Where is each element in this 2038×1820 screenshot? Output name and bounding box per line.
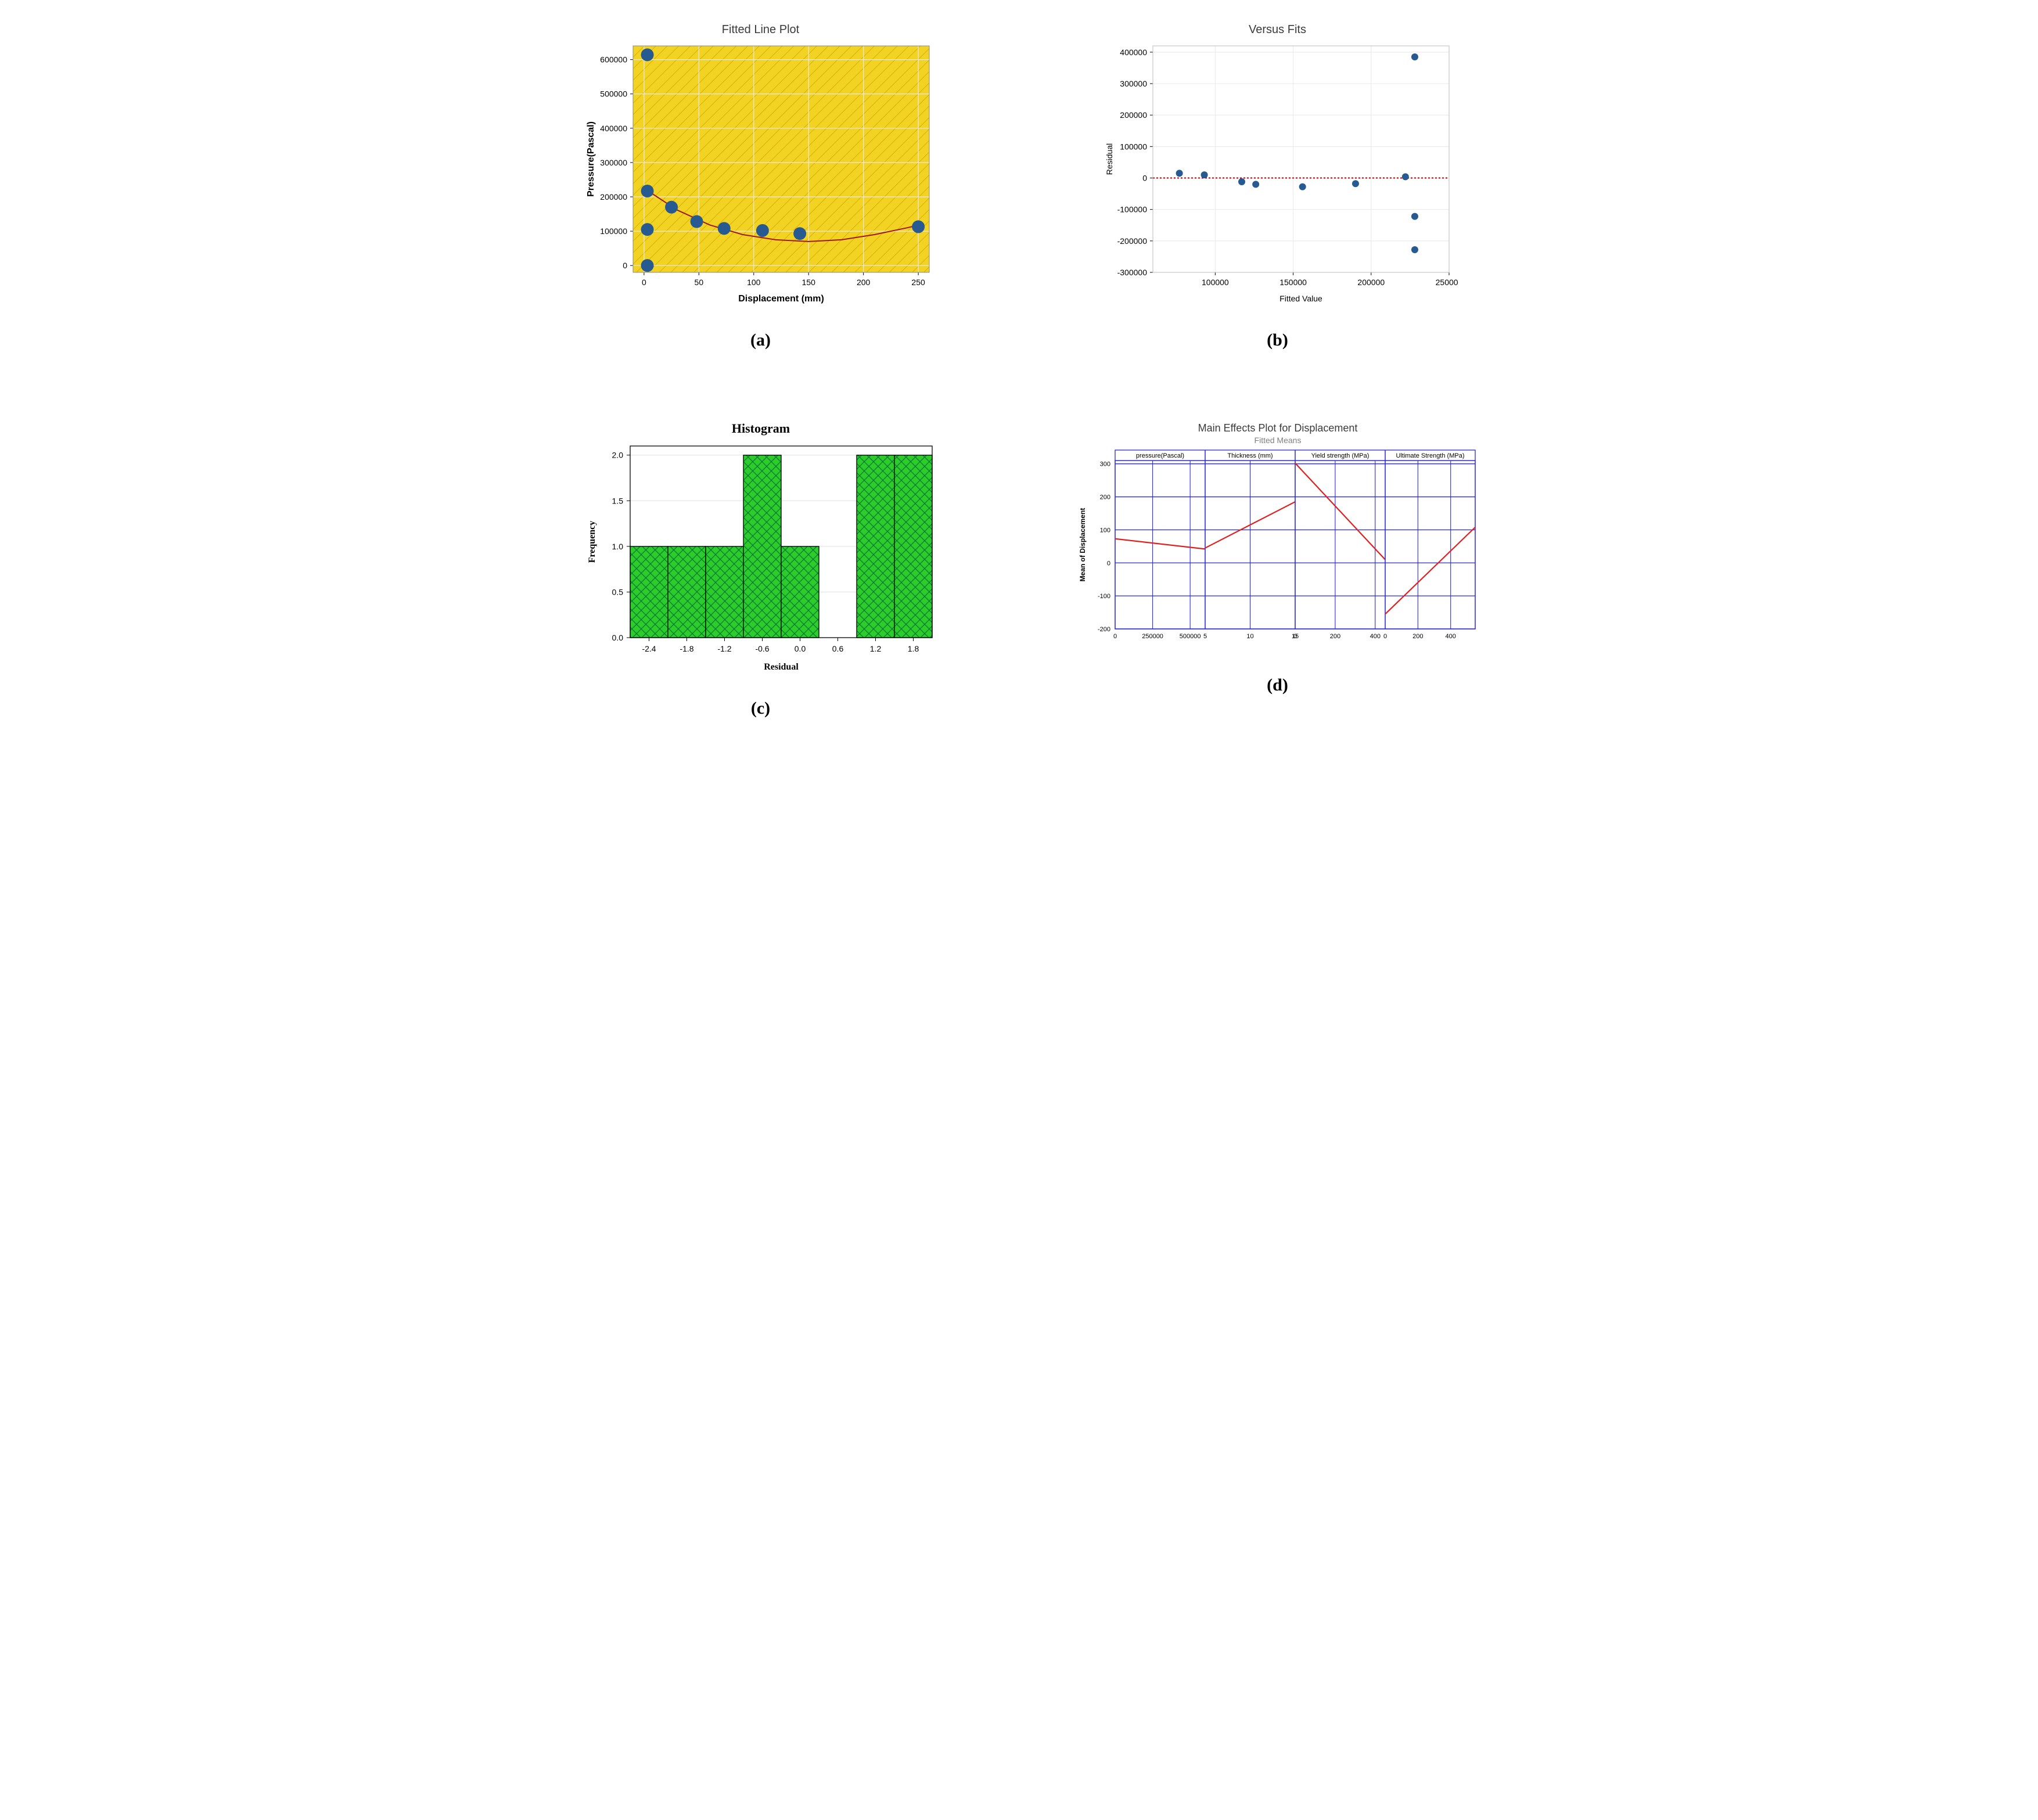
fitted-line-plot: 0 50 100 150 200 250 0 100000 200000 300000 400000… xyxy=(581,40,941,307)
svg-text:150000: 150000 xyxy=(1279,278,1307,287)
svg-text:0.0: 0.0 xyxy=(794,644,806,653)
svg-text:300000: 300000 xyxy=(600,158,627,167)
svg-text:Ultimate Strength (MPa): Ultimate Strength (MPa) xyxy=(1396,452,1464,459)
svg-text:1.2: 1.2 xyxy=(869,644,881,653)
svg-text:250000: 250000 xyxy=(1142,633,1163,640)
svg-text:400: 400 xyxy=(1445,633,1455,640)
svg-text:100000: 100000 xyxy=(1120,142,1147,151)
svg-text:-200: -200 xyxy=(1097,626,1110,633)
svg-text:2.0: 2.0 xyxy=(612,451,623,460)
svg-text:1.0: 1.0 xyxy=(612,542,623,551)
svg-text:100: 100 xyxy=(1099,527,1110,534)
svg-text:Frequency: Frequency xyxy=(587,521,597,563)
svg-text:-100: -100 xyxy=(1097,593,1110,600)
svg-text:0: 0 xyxy=(1383,633,1386,640)
svg-text:200: 200 xyxy=(1412,633,1423,640)
svg-text:200000: 200000 xyxy=(600,192,627,202)
label-d: (d) xyxy=(1267,675,1288,695)
svg-text:0.0: 0.0 xyxy=(612,633,623,642)
svg-text:Thickness (mm): Thickness (mm) xyxy=(1227,452,1273,459)
panel-a: Fitted Line Plot 0 50 100 150 200 250 0 100000 2… xyxy=(526,23,996,350)
svg-text:0: 0 xyxy=(1293,633,1296,640)
svg-text:Yield strength (MPa): Yield strength (MPa) xyxy=(1311,452,1369,459)
svg-text:0: 0 xyxy=(623,261,627,270)
label-b: (b) xyxy=(1267,330,1288,350)
svg-text:50: 50 xyxy=(694,278,703,287)
svg-text:Fitted Means: Fitted Means xyxy=(1254,436,1301,445)
panel-c: Histogram -2.4 -1.8 -1.2 -0.6 0.0 0.6 1.2 1.8 0.0… xyxy=(526,420,996,718)
svg-text:Histogram: Histogram xyxy=(731,421,789,436)
svg-text:0.6: 0.6 xyxy=(832,644,843,653)
svg-text:Residual: Residual xyxy=(764,662,799,672)
svg-text:400000: 400000 xyxy=(1120,48,1147,57)
svg-text:10: 10 xyxy=(1246,633,1253,640)
svg-text:Main Effects Plot for Displace: Main Effects Plot for Displacement xyxy=(1198,422,1357,434)
svg-text:0: 0 xyxy=(1142,174,1147,183)
svg-text:200: 200 xyxy=(1099,494,1110,501)
svg-text:Pressure(Pascal): Pressure(Pascal) xyxy=(586,121,596,197)
svg-text:400: 400 xyxy=(1370,633,1380,640)
main-effects-plot: Main Effects Plot for Displacement Fitted… xyxy=(1074,420,1481,652)
svg-text:300: 300 xyxy=(1099,461,1110,468)
chart-b-title: Versus Fits xyxy=(1249,23,1306,37)
svg-text:200: 200 xyxy=(856,278,870,287)
svg-text:0.5: 0.5 xyxy=(612,587,623,596)
panel-d: Main Effects Plot for Displacement Fitted… xyxy=(1043,420,1513,718)
svg-text:0: 0 xyxy=(641,278,646,287)
svg-text:600000: 600000 xyxy=(600,55,627,64)
svg-text:200000: 200000 xyxy=(1120,110,1147,120)
svg-text:200000: 200000 xyxy=(1357,278,1385,287)
svg-text:200: 200 xyxy=(1329,633,1340,640)
svg-text:pressure(Pascal): pressure(Pascal) xyxy=(1135,452,1184,459)
svg-text:-300000: -300000 xyxy=(1117,268,1147,277)
svg-text:0: 0 xyxy=(1106,560,1110,567)
svg-text:250: 250 xyxy=(911,278,925,287)
svg-text:1.5: 1.5 xyxy=(612,496,623,505)
chart-a-title: Fitted Line Plot xyxy=(722,23,799,37)
svg-text:-1.8: -1.8 xyxy=(680,644,693,653)
svg-text:Displacement (mm): Displacement (mm) xyxy=(738,294,824,304)
svg-text:Fitted Value: Fitted Value xyxy=(1279,294,1322,303)
svg-text:-0.6: -0.6 xyxy=(755,644,769,653)
svg-text:-2.4: -2.4 xyxy=(642,644,656,653)
svg-text:Mean of Displacement: Mean of Displacement xyxy=(1079,508,1087,582)
svg-text:400000: 400000 xyxy=(600,124,627,133)
versus-fits-plot: 100000 150000 200000 250000 -300000 -200000 -1… xyxy=(1098,40,1458,307)
svg-text:1.8: 1.8 xyxy=(907,644,919,653)
svg-text:0: 0 xyxy=(1113,633,1116,640)
svg-text:100000: 100000 xyxy=(600,226,627,236)
svg-text:250000: 250000 xyxy=(1435,278,1457,287)
svg-text:100000: 100000 xyxy=(1202,278,1229,287)
panel-b: Versus Fits 100000 150000 200000 250000 -300… xyxy=(1043,23,1513,350)
svg-text:150: 150 xyxy=(801,278,815,287)
histogram-plot: Histogram -2.4 -1.8 -1.2 -0.6 0.0 0.6 1.2 1.8 0.0… xyxy=(581,420,941,675)
svg-text:-200000: -200000 xyxy=(1117,236,1147,246)
label-c: (c) xyxy=(751,699,770,718)
svg-text:100: 100 xyxy=(747,278,761,287)
svg-text:-1.2: -1.2 xyxy=(717,644,731,653)
svg-text:500000: 500000 xyxy=(1179,633,1200,640)
svg-text:Residual: Residual xyxy=(1105,143,1114,175)
label-a: (a) xyxy=(750,330,771,350)
svg-text:300000: 300000 xyxy=(1120,79,1147,88)
chart-grid: Fitted Line Plot 05010015020025001000002… xyxy=(526,23,1513,718)
svg-text:500000: 500000 xyxy=(600,89,627,99)
svg-text:5: 5 xyxy=(1203,633,1206,640)
svg-text:-100000: -100000 xyxy=(1117,205,1147,214)
